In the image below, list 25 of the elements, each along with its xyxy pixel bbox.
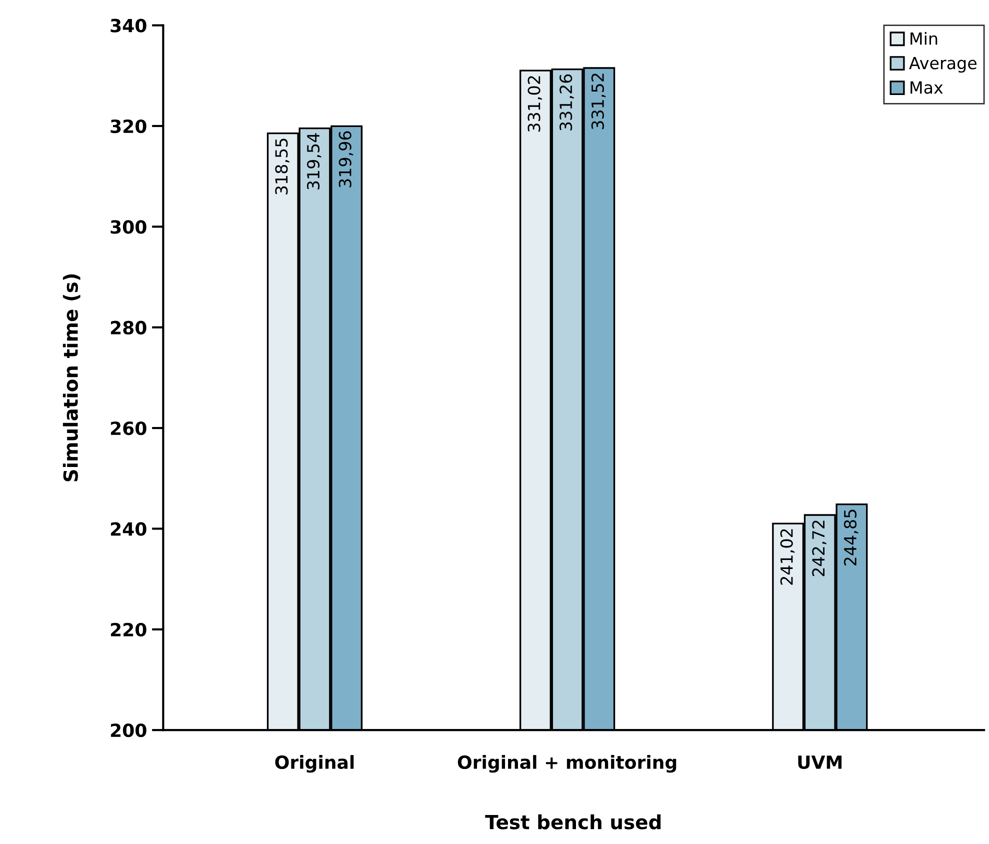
- data-label: 241,02: [780, 529, 795, 585]
- y-tick-label: 220: [110, 622, 146, 636]
- y-tick-label: 320: [110, 119, 146, 134]
- x-tick-label: UVM: [798, 756, 842, 770]
- x-tick-label: Original: [275, 755, 354, 773]
- data-label: 331,52: [591, 74, 606, 130]
- legend-label: Min: [910, 32, 938, 45]
- data-label: 319,96: [338, 131, 354, 188]
- data-label: 331,02: [528, 76, 542, 132]
- x-axis-title: Test bench used: [485, 814, 661, 830]
- legend-label: Average: [909, 56, 976, 73]
- y-tick-label: 240: [110, 522, 146, 536]
- y-tick-label: 280: [110, 320, 146, 334]
- y-axis-title: Simulation time (s): [62, 274, 80, 482]
- data-label: 244,85: [844, 510, 858, 566]
- y-tick-label: 260: [110, 421, 146, 436]
- y-tick-label: 300: [110, 220, 146, 234]
- y-tick-label: 340: [110, 18, 146, 32]
- data-label: 242,72: [812, 520, 826, 576]
- y-tick-label: 200: [110, 724, 146, 738]
- legend-label: Max: [910, 81, 943, 94]
- data-label: 331,26: [560, 74, 574, 130]
- x-tick-label: Original + monitoring: [458, 755, 676, 773]
- data-label: 319,54: [306, 133, 322, 190]
- data-label: 318,55: [275, 138, 290, 194]
